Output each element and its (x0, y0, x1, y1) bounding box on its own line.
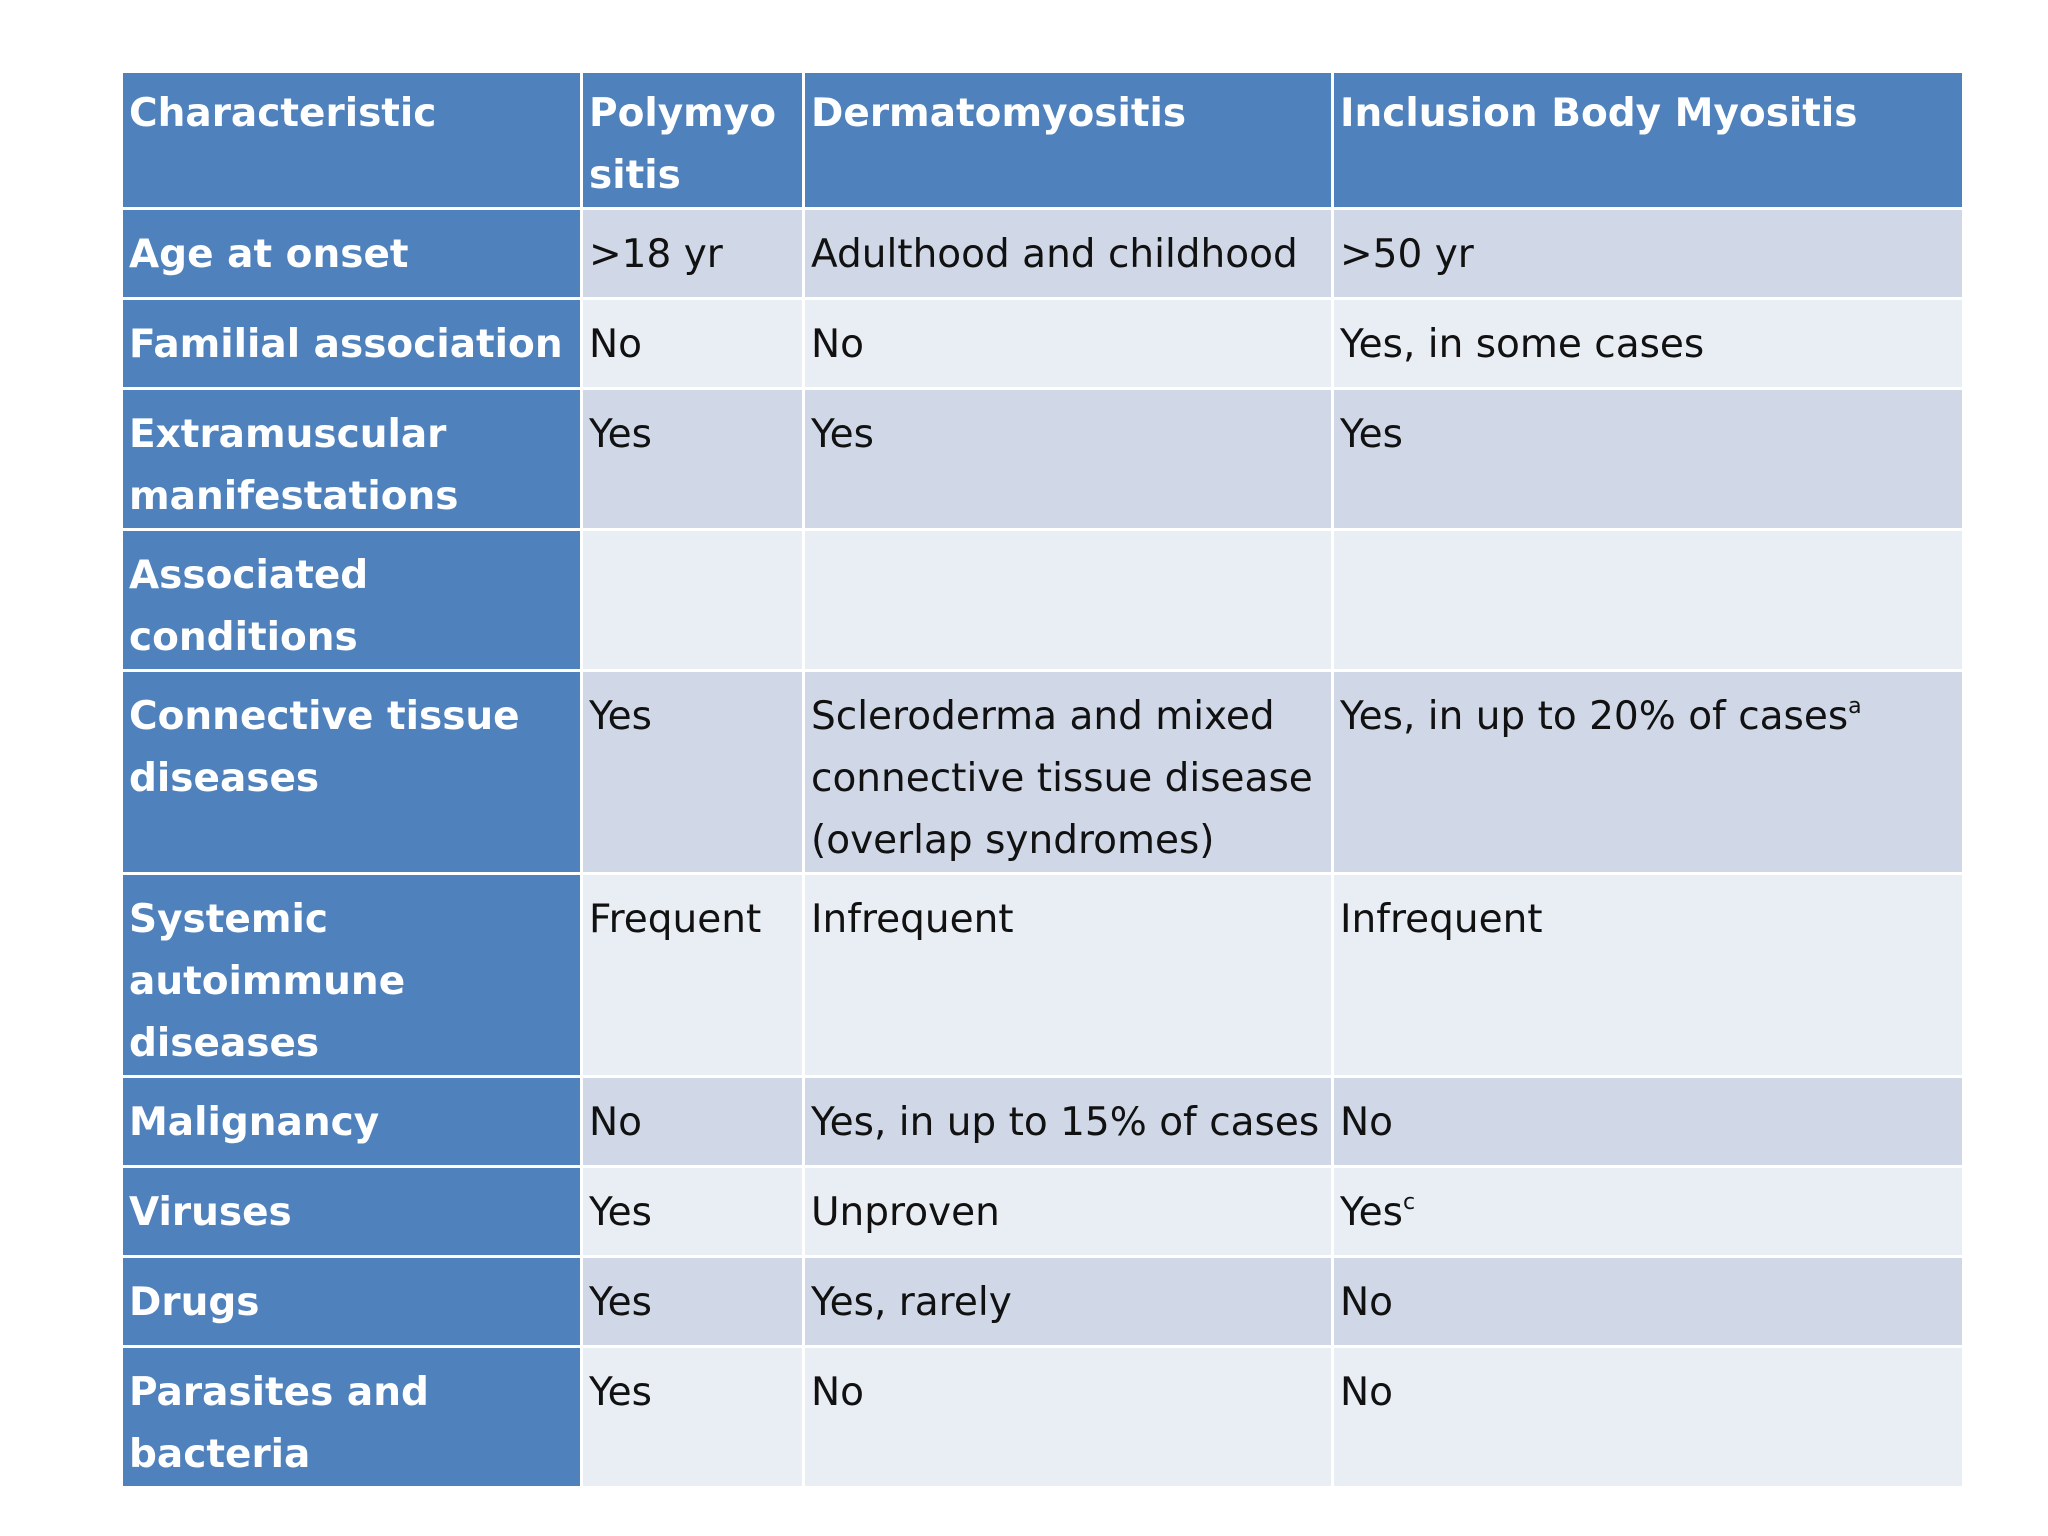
row-label: Parasites and bacteria (120, 1345, 583, 1489)
table-cell: No (1331, 1345, 1965, 1489)
table-cell: No (1331, 1075, 1965, 1168)
header-characteristic: Characteristic (120, 70, 583, 210)
table-cell: Yes (580, 1165, 805, 1258)
table-cell (580, 528, 805, 672)
table-cell: No (802, 1345, 1334, 1489)
table-cell: Infrequent (802, 872, 1334, 1078)
table-row: Associated conditions (120, 528, 1965, 672)
row-label: Drugs (120, 1255, 583, 1348)
header-dermatomyositis: Dermatomyositis (802, 70, 1334, 210)
table-cell (1331, 528, 1965, 672)
table-cell: Frequent (580, 872, 805, 1078)
table-cell: Scleroderma and mixed connective tissue … (802, 669, 1334, 875)
table-cell: Yes (1331, 387, 1965, 531)
table-row: Age at onset >18 yr Adulthood and childh… (120, 207, 1965, 300)
row-label: Age at onset (120, 207, 583, 300)
table-cell: Infrequent (1331, 872, 1965, 1078)
cell-text: Yes (1340, 1190, 1403, 1235)
row-label: Connective tissue diseases (120, 669, 583, 875)
header-polymyositis: Polymyositis (580, 70, 805, 210)
table-cell: No (802, 297, 1334, 390)
table-cell: Adulthood and childhood (802, 207, 1334, 300)
table-cell: No (580, 297, 805, 390)
table-row: Parasites and bacteria Yes No No (120, 1345, 1965, 1489)
header-inclusion-body-myositis: Inclusion Body Myositis (1331, 70, 1965, 210)
table-cell: Yes, in some cases (1331, 297, 1965, 390)
table-row: Connective tissue diseases Yes Scleroder… (120, 669, 1965, 875)
table-cell: Unproven (802, 1165, 1334, 1258)
table-row: Viruses Yes Unproven Yesc (120, 1165, 1965, 1258)
table-cell: Yesc (1331, 1165, 1965, 1258)
table-cell: Yes, rarely (802, 1255, 1334, 1348)
table-cell: Yes, in up to 15% of cases (802, 1075, 1334, 1168)
row-label: Extramuscular manifestations (120, 387, 583, 531)
row-label: Viruses (120, 1165, 583, 1258)
table-cell: Yes (580, 1345, 805, 1489)
table-cell (802, 528, 1334, 672)
table-cell: >18 yr (580, 207, 805, 300)
cell-text: Yes, in up to 20% of cases (1340, 694, 1849, 739)
footnote-marker: c (1402, 1190, 1416, 1215)
table-cell: >50 yr (1331, 207, 1965, 300)
table-cell: No (1331, 1255, 1965, 1348)
row-label: Familial association (120, 297, 583, 390)
table-row: Familial association No No Yes, in some … (120, 297, 1965, 390)
row-label: Associated conditions (120, 528, 583, 672)
row-label: Systemic autoimmune diseases (120, 872, 583, 1078)
table-row: Drugs Yes Yes, rarely No (120, 1255, 1965, 1348)
table-row: Systemic autoimmune diseases Frequent In… (120, 872, 1965, 1078)
table-row: Extramuscular manifestations Yes Yes Yes (120, 387, 1965, 531)
table-cell: Yes (802, 387, 1334, 531)
header-row: Characteristic Polymyositis Dermatomyosi… (120, 70, 1965, 210)
footnote-marker: a (1848, 694, 1862, 719)
table-cell: Yes (580, 387, 805, 531)
row-label: Malignancy (120, 1075, 583, 1168)
myositis-comparison-table: Characteristic Polymyositis Dermatomyosi… (120, 70, 1965, 1489)
table-cell: Yes, in up to 20% of casesa (1331, 669, 1965, 875)
table-row: Malignancy No Yes, in up to 15% of cases… (120, 1075, 1965, 1168)
table-cell: No (580, 1075, 805, 1168)
table-cell: Yes (580, 669, 805, 875)
table-cell: Yes (580, 1255, 805, 1348)
